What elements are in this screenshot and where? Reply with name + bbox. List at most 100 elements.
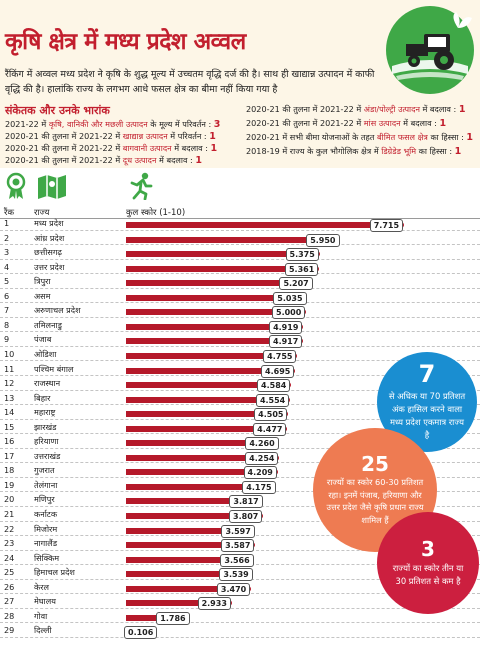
score-bar xyxy=(126,309,306,316)
row-separator xyxy=(0,462,480,464)
row-separator xyxy=(0,229,480,231)
score-bar xyxy=(126,600,232,607)
score-bar xyxy=(126,527,256,534)
state-cell: आंध्र प्रदेश xyxy=(34,232,65,243)
runner-icon xyxy=(130,172,153,200)
rank-cell: 8 xyxy=(4,319,10,330)
state-cell: हरियाणा xyxy=(34,436,59,447)
indicator-item: 2020-21 की तुलना में 2021-22 में दूध उत्… xyxy=(5,155,202,166)
row-separator xyxy=(0,433,480,435)
indicator-item: 2020-21 की तुलना में 2021-22 में मांस उत… xyxy=(246,118,447,129)
indicator-item: 2020-21 की तुलना में 2021-22 में खाद्यान… xyxy=(5,131,216,142)
score-value-label: 3.817 xyxy=(229,495,263,509)
score-value-label: 5.000 xyxy=(272,306,306,320)
rank-cell: 17 xyxy=(4,450,15,461)
row-separator xyxy=(0,273,480,275)
score-bar xyxy=(126,483,277,490)
row-separator xyxy=(0,636,480,638)
state-cell: उत्तराखंड xyxy=(34,450,61,461)
state-cell: हिमाचल प्रदेश xyxy=(34,567,75,578)
score-bar xyxy=(126,222,404,228)
callout-text: राज्यों का स्कोर 60-30 प्रतिशत रहा। इनमे… xyxy=(326,477,424,525)
row-separator xyxy=(0,302,480,304)
rank-cell: 21 xyxy=(4,509,15,519)
score-bar xyxy=(126,454,280,461)
score-value-label: 4.554 xyxy=(255,393,290,407)
row-separator xyxy=(0,447,480,449)
score-value-label: 4.260 xyxy=(245,437,279,451)
rank-cell: 27 xyxy=(4,596,15,607)
score-value-label: 0.106 xyxy=(124,626,158,640)
score-bar xyxy=(126,440,280,447)
score-value-label: 7.715 xyxy=(369,219,404,232)
score-value-label: 3.566 xyxy=(220,553,254,567)
map-icon xyxy=(38,175,66,199)
score-bar xyxy=(126,411,289,418)
state-cell: गुजरात xyxy=(34,465,55,476)
state-cell: त्रिपुरा xyxy=(34,276,51,287)
rank-cell: 4 xyxy=(4,261,10,272)
score-value-label: 4.755 xyxy=(263,349,297,363)
score-value-label: 4.917 xyxy=(269,335,303,349)
row-separator xyxy=(0,389,480,391)
score-bar xyxy=(126,585,251,592)
score-value-label: 2.933 xyxy=(197,597,231,611)
callout-number: 7 xyxy=(418,360,436,388)
rank-cell: 25 xyxy=(4,567,15,578)
rank-cell: 7 xyxy=(4,305,10,316)
score-bar xyxy=(126,498,264,505)
score-value-label: 4.254 xyxy=(245,451,279,465)
intro-text: रैंकिंग में अव्वल मध्य प्रदेश ने कृषि के… xyxy=(5,69,375,95)
indicator-item: 2021-22 में कृषि, वानिकी और मछली उत्पादन… xyxy=(5,119,221,130)
column-header-rank: रैंक xyxy=(4,208,15,218)
rank-cell: 19 xyxy=(4,479,15,490)
row-separator xyxy=(0,622,480,624)
state-cell: उत्तर प्रदेश xyxy=(34,261,65,272)
rank-cell: 22 xyxy=(4,523,15,534)
score-bar xyxy=(126,236,341,243)
indicator-item: 2018-19 में राज्य के कुल भौगोलिक क्षेत्र… xyxy=(246,146,462,157)
rank-cell: 20 xyxy=(4,494,15,505)
score-bar xyxy=(126,352,298,359)
score-bar xyxy=(126,542,256,549)
score-bar xyxy=(126,396,290,403)
score-value-label: 5.035 xyxy=(273,291,307,305)
rank-cell: 26 xyxy=(4,581,15,592)
state-cell: मणिपुर xyxy=(34,494,55,505)
rank-cell: 2 xyxy=(4,232,10,243)
rank-cell: 11 xyxy=(4,363,15,374)
score-value-label: 4.584 xyxy=(257,379,291,393)
indicator-item: 2020-21 की तुलना में 2021-22 में बागवानी… xyxy=(5,143,218,154)
score-value-label: 4.175 xyxy=(242,480,276,494)
rank-cell: 15 xyxy=(4,421,15,432)
callout-number: 3 xyxy=(421,536,435,561)
row-separator xyxy=(0,607,480,609)
score-value-label: 1.786 xyxy=(156,611,190,625)
score-value-label: 3.587 xyxy=(221,539,255,553)
row-separator xyxy=(0,360,480,362)
score-bar xyxy=(126,382,292,389)
rank-cell: 5 xyxy=(4,276,10,287)
state-cell: पंजाब xyxy=(34,334,52,345)
rank-cell: 23 xyxy=(4,538,15,549)
row-separator xyxy=(0,375,480,376)
score-bar xyxy=(126,251,320,258)
state-cell: मिजोरम xyxy=(34,523,58,534)
score-bar xyxy=(126,265,319,272)
rank-cell: 1 xyxy=(4,218,10,228)
score-bar xyxy=(126,556,255,563)
callout-text: राज्यों का स्कोर तीन या 30 प्रतिशत से कम… xyxy=(392,562,464,586)
score-value-label: 3.470 xyxy=(216,582,251,596)
rank-cell: 16 xyxy=(4,436,15,447)
score-value-label: 5.950 xyxy=(306,233,340,247)
score-value-label: 4.695 xyxy=(261,364,295,378)
medal-icon xyxy=(6,172,26,199)
tractor-logo-icon xyxy=(386,6,474,94)
state-cell: तमिलनाडु xyxy=(34,319,62,330)
score-bar xyxy=(126,338,303,345)
callout-text: से अधिक या 70 प्रतिशत अंक हासिल करने वाल… xyxy=(388,391,466,440)
score-value-label: 4.209 xyxy=(243,466,277,480)
score-bar xyxy=(126,367,296,374)
rank-cell: 28 xyxy=(4,610,15,621)
rank-cell: 3 xyxy=(4,247,10,258)
